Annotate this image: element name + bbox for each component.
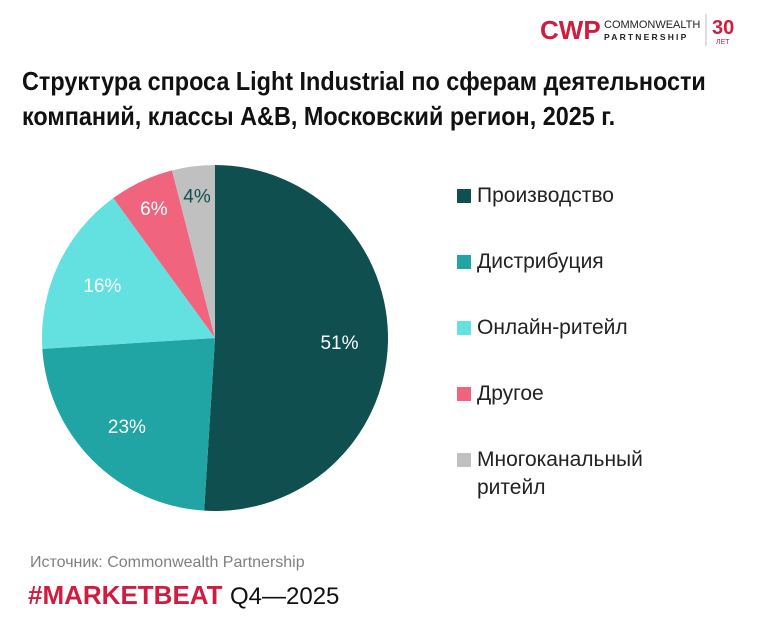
pie-slice: [113, 170, 215, 338]
title-line-1: Структура спроса Light Industrial по сфе…: [22, 66, 706, 96]
legend-item: Многоканальный ритейл: [457, 446, 657, 502]
svg-text:PARTNERSHIP: PARTNERSHIP: [604, 32, 689, 42]
legend-swatch: [457, 255, 471, 269]
slice-label: 23%: [108, 417, 146, 438]
legend-swatch: [457, 453, 471, 467]
pie-chart: 51% 23% 16% 6% 4%: [42, 165, 389, 512]
company-logo: CWP COMMONWEALTH PARTNERSHIP 30 ЛЕТ: [540, 14, 734, 46]
legend-label: Дистрибуция: [477, 250, 604, 273]
slice-label: 16%: [83, 276, 121, 297]
legend-label: Производство: [477, 184, 614, 207]
legend-swatch: [457, 321, 471, 335]
legend-item: Дистрибуция: [457, 248, 657, 276]
source-note: Источник: Commonwealth Partnership: [30, 554, 305, 571]
legend-item: Производство: [457, 182, 657, 210]
marketbeat-label: #MARKETBEAT: [28, 580, 223, 610]
chart-title: Структура спроса Light Industrial по сфе…: [22, 64, 706, 134]
legend-label: Многоканальный ритейл: [477, 448, 643, 499]
svg-text:CWP: CWP: [540, 15, 601, 45]
title-line-2: компаний, классы A&B, Московский регион,…: [22, 101, 616, 131]
legend-label: Онлайн-ритейл: [477, 316, 628, 339]
slice-label: 51%: [320, 333, 358, 354]
svg-text:ЛЕТ: ЛЕТ: [716, 39, 730, 46]
pie-slice: [171, 165, 215, 338]
pie-slice: [42, 198, 215, 349]
legend-label: Другое: [477, 382, 544, 405]
slice-label: 4%: [183, 187, 211, 208]
pie-slice: [42, 338, 216, 511]
legend-swatch: [457, 189, 471, 203]
legend-item: Онлайн-ритейл: [457, 314, 657, 342]
svg-text:COMMONWEALTH: COMMONWEALTH: [604, 19, 700, 31]
slice-label: 6%: [140, 199, 168, 220]
legend: Производство Дистрибуция Онлайн-ритейл Друг…: [457, 182, 657, 540]
legend-item: Другое: [457, 380, 657, 408]
legend-swatch: [457, 387, 471, 401]
pie-slice: [204, 165, 389, 512]
period-label: Q4—2025: [230, 583, 340, 610]
svg-text:30: 30: [712, 17, 734, 39]
